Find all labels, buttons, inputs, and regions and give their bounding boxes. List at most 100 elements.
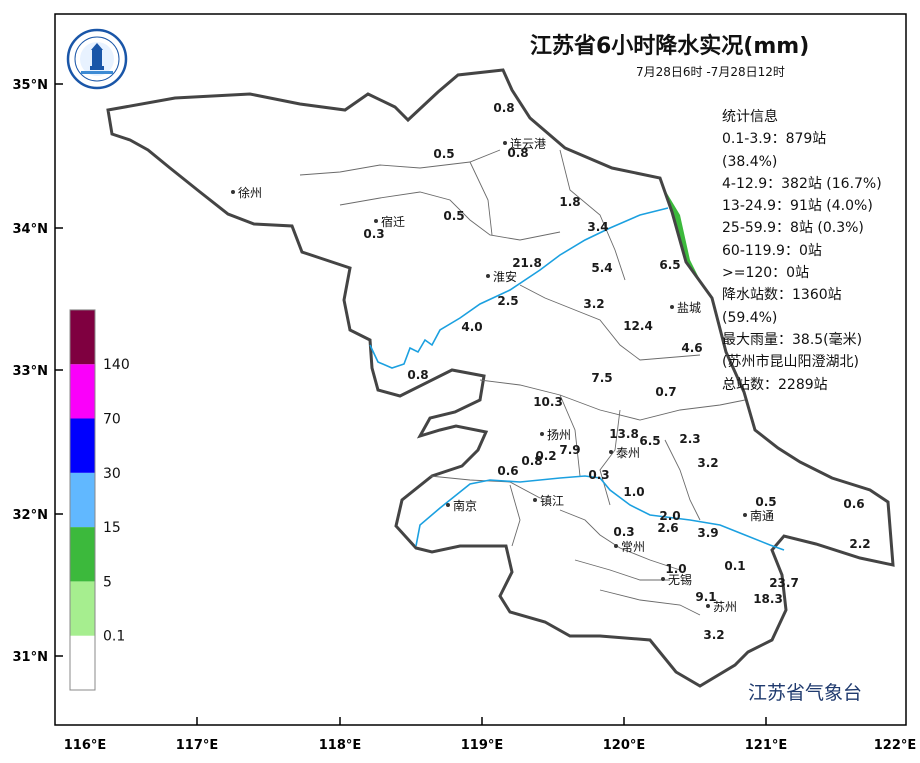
city-dot (374, 219, 378, 223)
city-boundaries (299, 149, 746, 616)
rainfall-value: 0.5 (433, 147, 454, 161)
city-dot (503, 141, 507, 145)
rainfall-value: 0.3 (613, 525, 634, 539)
legend-swatch (70, 527, 95, 582)
legend-swatch (70, 635, 95, 690)
legend-tick-label: 5 (103, 574, 112, 590)
longitude-label: 122°E (874, 738, 917, 753)
stats-line: (苏州市昆山阳澄湖北) (722, 354, 859, 371)
rainfall-value: 0.2 (535, 449, 556, 463)
city-label: 泰州 (616, 446, 640, 460)
legend-swatch (70, 309, 95, 365)
rainfall-value: 4.6 (681, 341, 702, 355)
rainfall-value: 0.6 (497, 464, 518, 478)
latitude-label: 32°N (13, 508, 48, 523)
rainfall-value: 0.8 (521, 454, 542, 468)
longitude-labels: 116°E 117°E 118°E 119°E 120°E 121°E 122°E (64, 738, 917, 753)
legend-tick-label: 140 (103, 357, 130, 373)
rainfall-value: 18.3 (753, 592, 783, 606)
rainfall-value: 0.8 (493, 101, 514, 115)
rainfall-value: 9.1 (695, 590, 716, 604)
weather-bureau-logo (66, 28, 128, 90)
stats-line: 13-24.9：91站 (4.0%) (722, 198, 873, 215)
rainfall-value: 2.0 (659, 509, 680, 523)
rainfall-value: 6.5 (659, 258, 680, 272)
axis-ticks (55, 83, 767, 725)
rainfall-value: 0.5 (755, 495, 776, 509)
rainfall-value: 3.9 (697, 526, 718, 540)
city-dot (540, 432, 544, 436)
rainfall-value: 3.2 (697, 456, 718, 470)
city-label: 南通 (750, 508, 774, 523)
legend-swatch (70, 418, 95, 473)
rivers (369, 207, 785, 551)
latitude-label: 31°N (13, 650, 48, 665)
city-label: 连云港 (510, 136, 546, 151)
latitude-label: 35°N (13, 78, 48, 93)
stats-line: (38.4%) (722, 153, 778, 170)
city-label: 宿迁 (381, 214, 405, 229)
rainfall-value: 1.0 (665, 562, 686, 576)
city-dot (670, 305, 674, 309)
city-dot (231, 190, 235, 194)
rainfall-value: 2.2 (849, 537, 870, 551)
city-label: 盐城 (677, 301, 701, 315)
statistics-panel: 统计信息 0.1-3.9：879站 (38.4%) 4-12.9：382站 (1… (722, 106, 882, 396)
rainfall-value: 3.2 (703, 628, 724, 642)
rainfall-value: 0.6 (843, 497, 864, 511)
rainfall-value: 2.3 (679, 432, 700, 446)
city-label: 徐州 (238, 185, 262, 200)
rainfall-value: 2.5 (497, 294, 518, 308)
city-label: 苏州 (713, 600, 737, 614)
legend-tick-label: 70 (103, 412, 121, 428)
province-border (106, 68, 895, 688)
city-dot (706, 604, 710, 608)
city-label: 淮安 (493, 269, 517, 284)
rainfall-value: 12.4 (623, 319, 653, 333)
stats-line: 4-12.9：382站 (16.7%) (722, 175, 882, 192)
rainfall-value: 3.4 (587, 220, 608, 234)
stats-line: 总站数：2289站 (722, 376, 828, 393)
city-label: 无锡 (668, 572, 692, 587)
rainfall-value: 7.5 (591, 371, 612, 385)
stats-line: 25-59.9：8站 (0.3%) (722, 220, 864, 237)
city-dot (486, 274, 490, 278)
longitude-label: 120°E (603, 738, 646, 753)
latitude-label: 34°N (13, 222, 48, 237)
rainfall-value: 3.2 (583, 297, 604, 311)
rainfall-value: 23.7 (769, 576, 799, 590)
latitude-labels: 31°N 32°N 33°N 34°N 35°N (13, 78, 48, 665)
rainfall-value: 4.0 (461, 320, 482, 334)
city-dot (446, 503, 450, 507)
city-label: 南京 (453, 498, 477, 513)
rainfall-values: 0.8 0.8 0.5 0.5 0.3 1.8 3.4 21.8 5.4 6.5 2.5 3.2 12.… (363, 101, 870, 642)
organization-name: 江苏省气象台 (748, 682, 863, 704)
longitude-label: 117°E (176, 738, 219, 753)
rainfall-value: 0.5 (443, 209, 464, 223)
stats-line: 最大雨量：38.5(毫米) (722, 331, 863, 348)
rainfall-value: 0.8 (507, 146, 528, 160)
stats-line: 降水站数：1360站 (722, 287, 842, 304)
rainfall-value: 2.6 (657, 521, 678, 535)
city-label: 镇江 (540, 494, 564, 508)
rainfall-value: 6.5 (639, 434, 660, 448)
stats-line: (59.4%) (722, 309, 778, 326)
map-title: 江苏省6小时降水实况(mm) (530, 34, 810, 59)
city-dot (609, 450, 613, 454)
legend-swatch (70, 364, 95, 419)
longitude-label: 119°E (461, 738, 504, 753)
color-legend: 0.1 5 15 30 70 140 (69, 309, 130, 691)
longitude-label: 121°E (745, 738, 788, 753)
legend-tick-label: 30 (103, 466, 121, 482)
city-dot (743, 513, 747, 517)
rainfall-value: 7.9 (559, 443, 580, 457)
legend-tick-label: 15 (103, 520, 121, 536)
time-range: 7月28日6时 -7月28日12时 (636, 65, 785, 79)
rainfall-value: 0.8 (407, 368, 428, 382)
legend-swatch (70, 581, 95, 636)
city-label: 扬州 (547, 427, 571, 442)
legend-tick-label: 0.1 (103, 629, 125, 645)
rainfall-value: 5.4 (591, 261, 612, 275)
